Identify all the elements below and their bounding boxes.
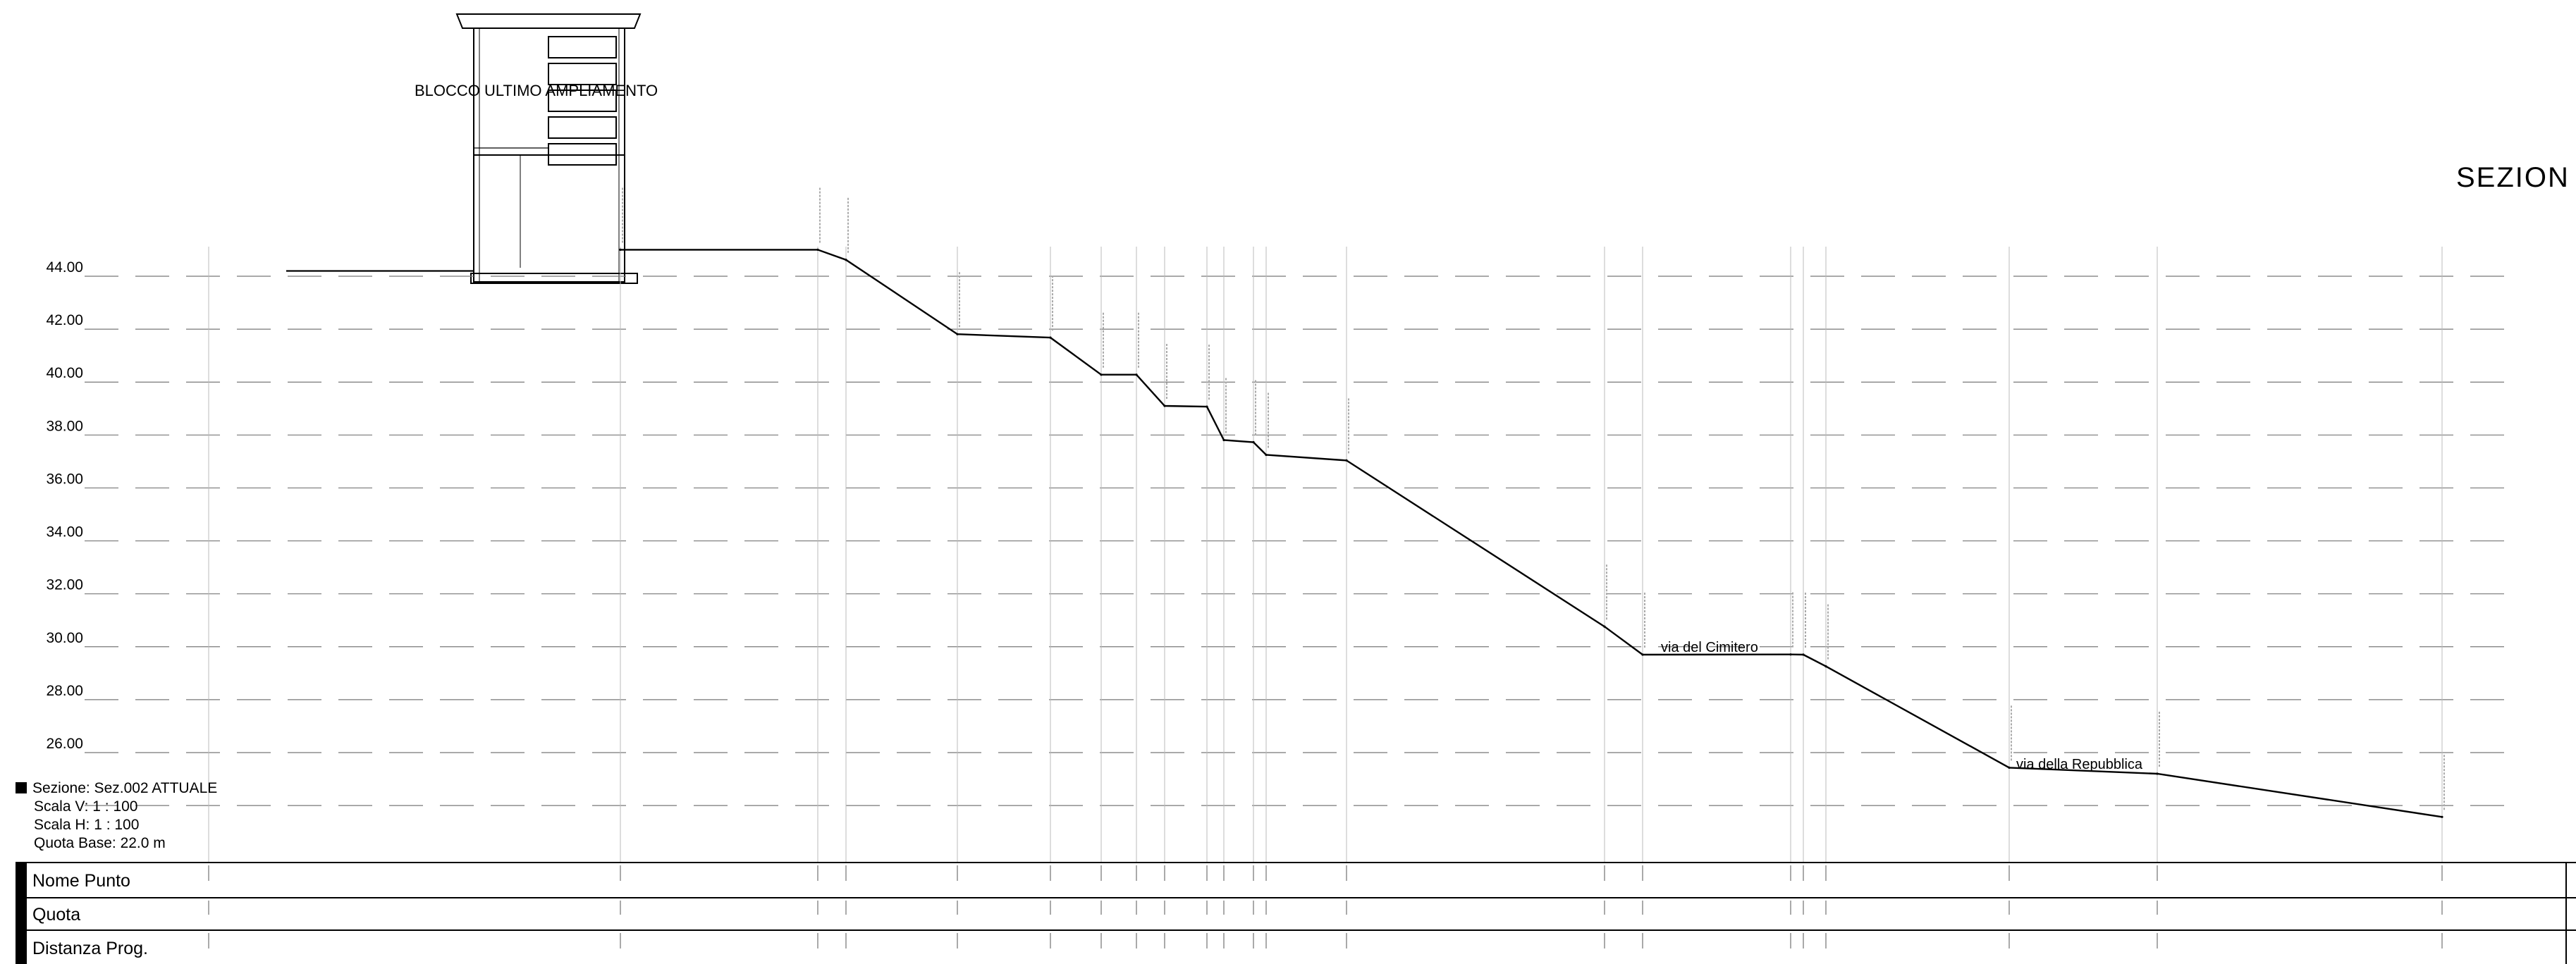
profile-point: [845, 259, 847, 261]
profile-point: [816, 248, 819, 251]
terrain-line: [620, 249, 2443, 818]
profile-point: [956, 333, 959, 335]
table-row-quota: Quota: [32, 905, 81, 925]
y-tick-label: 42.00: [46, 312, 83, 328]
section-info: Sezione: Sez.002 ATTUALE Scala V: 1 : 10…: [16, 779, 217, 853]
profile-point: [1265, 453, 1268, 457]
point-guides: [208, 247, 2443, 863]
building-block: [455, 13, 642, 284]
y-tick-label: 36.00: [46, 471, 83, 487]
info-bullet-icon: [16, 782, 27, 793]
profile-point: [1222, 438, 1225, 442]
info-quota-base: Quota Base: 22.0 m: [34, 835, 166, 851]
profile-point: [2156, 772, 2159, 775]
profile-point: [619, 248, 622, 251]
section-title: SEZION: [2456, 162, 2570, 193]
road-label-repubblica: via della Repubblica: [2016, 757, 2143, 772]
profile-point: [2441, 815, 2443, 818]
y-tick-label: 38.00: [46, 418, 83, 434]
profile-point: [1100, 373, 1103, 376]
profile-point: [1641, 653, 1644, 656]
elevation-grid: [85, 276, 2510, 806]
profile-point: [1824, 665, 1827, 668]
y-tick-label: 34.00: [46, 524, 83, 540]
profile-point: [1206, 405, 1208, 408]
info-sezione: Sezione: Sez.002 ATTUALE: [32, 780, 218, 796]
road-label-cimitero: via del Cimitero: [1661, 640, 1758, 655]
y-tick-label: 44.00: [46, 259, 83, 276]
y-tick-label: 26.00: [46, 736, 83, 752]
table-columns: [208, 865, 2443, 948]
terrain-profile: [286, 248, 2443, 818]
profile-point: [1252, 440, 1255, 444]
table-row-distanza: Distanza Prog.: [32, 939, 148, 958]
y-tick-label: 40.00: [46, 365, 83, 381]
y-tick-label: 30.00: [46, 630, 83, 646]
y-tick-label: 32.00: [46, 577, 83, 593]
profile-table: [16, 862, 2576, 964]
profile-point: [1789, 653, 1792, 656]
profile-point: [1163, 404, 1166, 407]
profile-point: [1603, 625, 1606, 628]
profile-point: [2008, 766, 2011, 769]
building-label: BLOCCO ULTIMO AMPLIAMENTO: [415, 82, 658, 99]
table-row-nome-punto: Nome Punto: [32, 871, 130, 891]
info-scala-h: Scala H: 1 : 100: [34, 817, 140, 833]
info-scala-v: Scala V: 1 : 100: [34, 798, 138, 815]
profile-point: [1345, 459, 1348, 462]
profile-point: [1135, 373, 1138, 376]
profile-point: [1802, 653, 1805, 656]
y-tick-label: 28.00: [46, 683, 83, 699]
profile-point: [1049, 336, 1052, 339]
y-axis-ticks: 44.00 42.00 40.00 38.00 36.00 34.00 32.00 30.00…: [46, 259, 83, 752]
point-annotations: [622, 186, 2445, 810]
